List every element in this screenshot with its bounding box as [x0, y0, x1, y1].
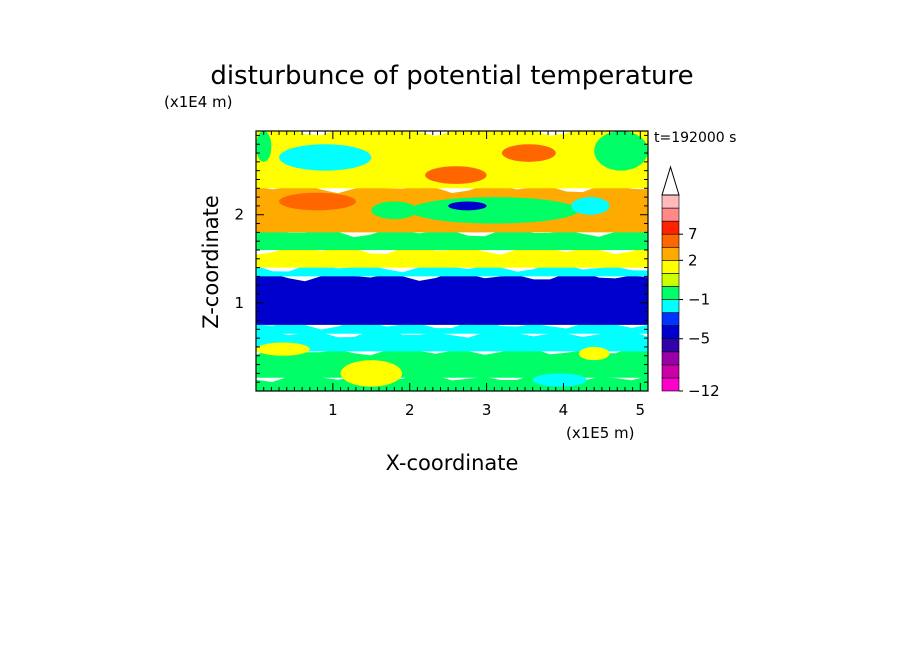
colorbar-label: −1 — [688, 291, 710, 309]
plot-axes: 1 2 3 4 5 1 2 — [234, 130, 649, 419]
colorbar-level — [661, 325, 680, 340]
x-axis-label: X-coordinate — [386, 451, 519, 475]
contour-band — [256, 227, 648, 250]
colorbar-level — [661, 377, 680, 392]
x-tick-label: 3 — [482, 401, 492, 419]
contour-band — [256, 272, 648, 325]
contour-feature — [409, 197, 579, 224]
colorbar-level — [661, 273, 680, 287]
contour-field — [256, 131, 648, 391]
time-label: t=192000 s — [654, 130, 736, 146]
contour-feature — [371, 201, 418, 220]
contour-feature — [256, 131, 272, 162]
colorbar-label: 2 — [688, 251, 698, 269]
plot-frame — [255, 130, 649, 392]
contour-feature — [340, 360, 403, 387]
colorbar-level — [661, 364, 680, 379]
colorbar-level — [661, 220, 680, 235]
y-tick-label: 1 — [234, 294, 244, 312]
colorbar-level — [661, 299, 680, 313]
colorbar-label: 7 — [688, 225, 698, 243]
y-tick-label: 2 — [234, 206, 244, 224]
colorbar-level — [661, 351, 680, 366]
x-tick-label: 5 — [636, 401, 646, 419]
colorbar-label: −5 — [688, 330, 710, 348]
contour-layer — [256, 131, 648, 391]
colorbar-level — [661, 207, 680, 222]
contour-band — [256, 131, 648, 189]
colorbar-level — [661, 233, 680, 248]
contour-feature — [448, 201, 487, 211]
colorbar: 7 2 −1 −5 −12 — [661, 165, 720, 400]
colorbar-extend-arrow — [661, 165, 680, 196]
contour-feature — [256, 342, 310, 356]
contour-feature — [594, 131, 648, 171]
contour-feature — [279, 144, 372, 171]
y-axis-label: Z-coordinate — [199, 195, 223, 329]
contour-feature — [425, 166, 487, 184]
x-unit-label: (x1E5 m) — [566, 424, 635, 442]
contour-feature — [501, 144, 556, 162]
chart-title: disturbunce of potential temperature — [210, 61, 693, 91]
contour-feature — [279, 192, 356, 211]
colorbar-label: −12 — [688, 382, 720, 400]
contour-feature — [578, 346, 610, 361]
x-tick-label: 1 — [328, 401, 338, 419]
colorbar-level — [661, 246, 680, 261]
contour-band — [256, 328, 648, 352]
colorbar-level — [661, 286, 680, 300]
x-tick-label: 4 — [559, 401, 569, 419]
contour-feature — [532, 373, 587, 387]
contour-band — [256, 245, 648, 268]
y-unit-label: (x1E4 m) — [164, 93, 233, 111]
colorbar-level — [661, 338, 680, 353]
x-tick-label: 2 — [405, 401, 415, 419]
contour-feature — [571, 197, 610, 215]
colorbar-level — [661, 260, 680, 274]
colorbar-level — [661, 312, 680, 326]
colorbar-level — [661, 194, 680, 209]
